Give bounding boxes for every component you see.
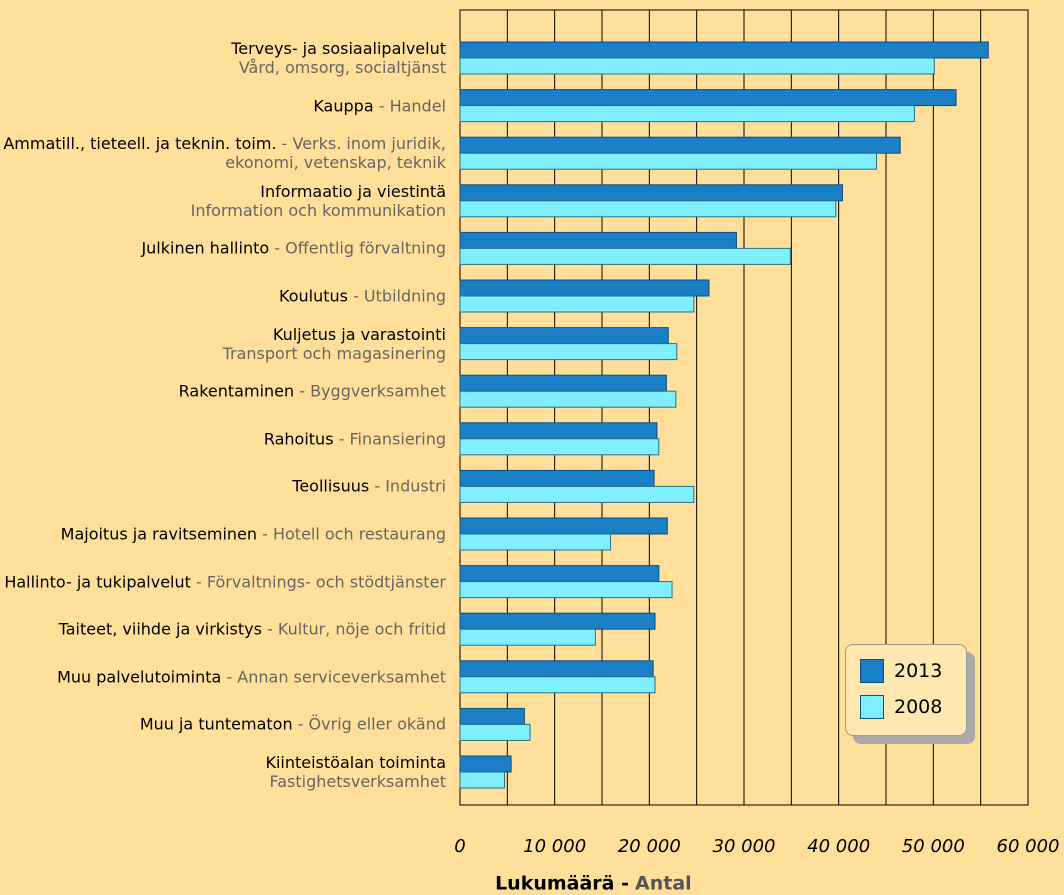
x-tick-label: 0 xyxy=(454,836,465,857)
category-label: Kauppa - Handel xyxy=(0,96,446,115)
bar xyxy=(459,422,658,440)
bar xyxy=(459,660,654,678)
bar xyxy=(459,200,837,218)
category-label-sv: - Finansiering xyxy=(338,429,446,449)
category-label-sv: - Annan serviceverksamhet xyxy=(226,667,446,687)
bar xyxy=(459,707,525,725)
bar xyxy=(459,105,915,123)
category-label-fi: Taiteet, viihde ja virkistys xyxy=(58,619,262,639)
bar xyxy=(459,485,695,503)
bar xyxy=(459,390,677,408)
bar xyxy=(459,343,678,361)
bar xyxy=(459,279,710,297)
category-label-sv: - Verks. inom juridik, ekonomi, vetenska… xyxy=(225,134,446,173)
category-label-sv: - Offentlig förvaltning xyxy=(274,238,446,258)
bar xyxy=(459,136,901,154)
category-label-fi: Terveys- ja sosiaalipalvelut xyxy=(231,39,446,58)
category-label-fi: Muu palvelutoiminta xyxy=(57,667,222,687)
category-label: Rahoitus - Finansiering xyxy=(0,429,446,448)
category-label-sv: - Förvaltnings- och stödtjänster xyxy=(196,572,446,592)
category-label: Muu ja tuntematon - Övrig eller okänd xyxy=(0,715,446,734)
category-label-sv: - Byggverksamhet xyxy=(299,381,446,401)
category-label-fi: Majoitus ja ravitseminen xyxy=(60,524,258,544)
x-tick-label: 10 000 xyxy=(523,836,586,857)
category-label-sv: Fastighetsverksamhet xyxy=(269,772,446,791)
category-label: Majoitus ja ravitseminen - Hotell och re… xyxy=(0,525,446,544)
category-label-fi: Rakentaminen xyxy=(178,381,295,401)
bar xyxy=(459,533,612,551)
category-label: Muu palvelutoiminta - Annan serviceverks… xyxy=(0,667,446,686)
legend-entry: 2008 xyxy=(860,695,942,719)
bar xyxy=(459,41,989,59)
legend-swatch xyxy=(860,695,884,719)
category-label-fi: Hallinto- ja tukipalvelut xyxy=(4,572,191,592)
x-tick-label: 30 000 xyxy=(713,836,776,857)
category-label: Terveys- ja sosiaalipalvelut Vård, omsor… xyxy=(0,39,446,77)
category-label: Taiteet, viihde ja virkistys - Kultur, n… xyxy=(0,620,446,639)
category-label-fi: Kuljetus ja varastointi xyxy=(272,324,446,344)
bar xyxy=(459,89,957,107)
category-label-sv: - Industri xyxy=(374,476,446,496)
bar xyxy=(459,517,668,535)
category-label-fi: Julkinen hallinto xyxy=(141,238,270,258)
category-label: Ammatill., tieteell. ja teknin. toim. - … xyxy=(0,134,446,172)
bar xyxy=(459,327,669,345)
bar xyxy=(459,771,505,789)
x-tick-label: 20 000 xyxy=(618,836,681,857)
x-tick-label: 40 000 xyxy=(807,836,870,857)
category-label-sv: Transport och magasinering xyxy=(222,343,446,363)
category-label: Julkinen hallinto - Offentlig förvaltnin… xyxy=(0,239,446,258)
category-label-sv: Vård, omsorg, socialtjänst xyxy=(238,58,446,77)
category-label: Teollisuus - Industri xyxy=(0,477,446,496)
bar xyxy=(459,755,512,773)
legend-entry: 2013 xyxy=(860,659,942,683)
category-label-fi: Informaatio ja viestintä xyxy=(260,181,446,201)
bar xyxy=(459,438,660,456)
category-label-sv: Information och kommunikation xyxy=(190,200,446,220)
bar xyxy=(459,57,935,75)
bar xyxy=(459,184,843,202)
bar xyxy=(459,247,791,265)
category-label-sv: - Övrig eller okänd xyxy=(297,714,446,734)
category-label-sv: - Handel xyxy=(378,96,446,116)
x-tick-label: 60 000 xyxy=(997,836,1060,857)
category-label-fi: Rahoitus xyxy=(263,429,334,449)
category-label: Kiinteistöalan toiminta Fastighetsverksa… xyxy=(0,753,446,791)
x-axis-title: Lukumäärä - xyxy=(495,873,629,895)
category-label-sv: - Utbildning xyxy=(353,286,446,306)
category-label-fi: Muu ja tuntematon xyxy=(139,714,293,734)
category-label-sv: - Kultur, nöje och fritid xyxy=(267,619,446,639)
bar xyxy=(459,374,667,392)
bar xyxy=(459,469,655,487)
category-label: Koulutus - Utbildning xyxy=(0,287,446,306)
bar xyxy=(459,581,673,599)
category-label: Informaatio ja viestintä Information och… xyxy=(0,182,446,220)
legend: 2013 2008 xyxy=(845,644,967,736)
bar xyxy=(459,565,660,583)
bar xyxy=(459,628,596,646)
category-label: Kuljetus ja varastointi Transport och ma… xyxy=(0,325,446,363)
category-label-fi: Teollisuus xyxy=(292,476,370,496)
legend-label: 2013 xyxy=(894,660,943,682)
bar xyxy=(459,152,878,170)
x-tick-label: 50 000 xyxy=(902,836,965,857)
category-label: Hallinto- ja tukipalvelut - Förvaltnings… xyxy=(0,572,446,591)
category-label-fi: Koulutus xyxy=(279,286,348,306)
x-axis-title-sv: Antal xyxy=(635,873,692,895)
bar xyxy=(459,231,737,249)
bar xyxy=(459,676,656,694)
legend-label: 2008 xyxy=(894,696,943,718)
category-label-sv: - Hotell och restaurang xyxy=(262,524,446,544)
legend-swatch xyxy=(860,659,884,683)
bar xyxy=(459,723,531,741)
category-label: Rakentaminen - Byggverksamhet xyxy=(0,382,446,401)
category-label-fi: Ammatill., tieteell. ja teknin. toim. xyxy=(3,134,277,154)
category-label-fi: Kiinteistöalan toiminta xyxy=(265,753,446,772)
bar xyxy=(459,612,656,630)
bar xyxy=(459,295,695,313)
category-label-fi: Kauppa xyxy=(313,96,374,116)
